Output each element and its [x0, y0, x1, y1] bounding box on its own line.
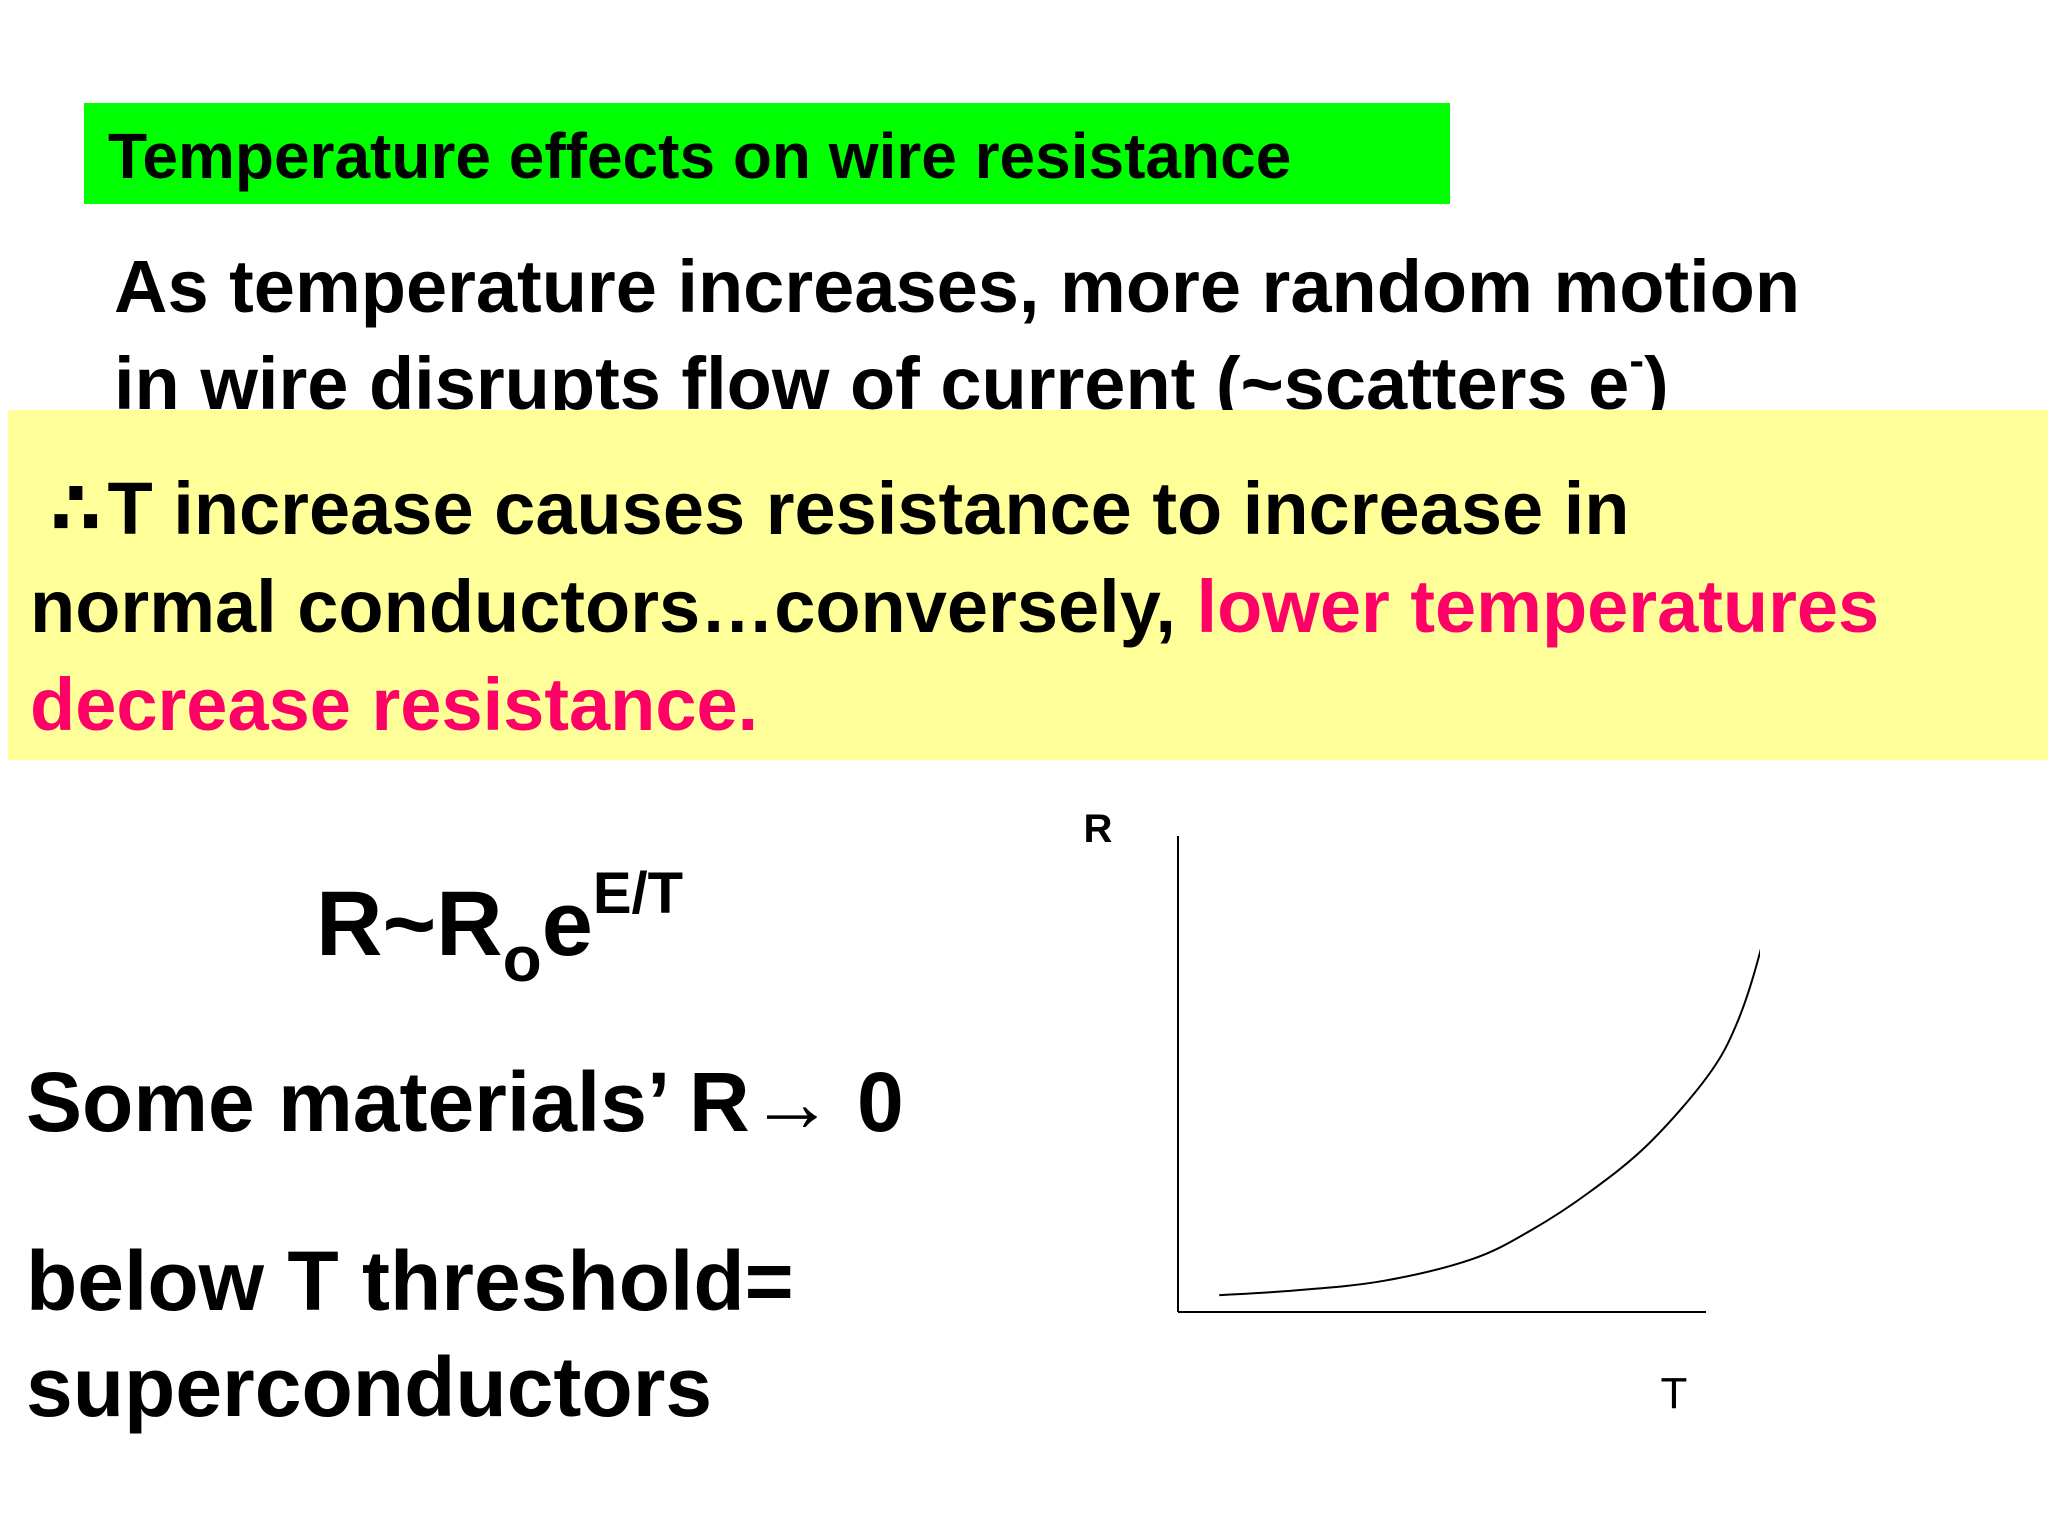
superconductor-statement: below T threshold= superconductors: [26, 1228, 794, 1440]
conclusion-line-2-black: normal conductors…conversely,: [30, 565, 1197, 648]
intro-text: As temperature increases, more random mo…: [114, 238, 1800, 432]
x-axis-label: T: [1661, 1369, 1688, 1418]
threshold-line-2: superconductors: [26, 1340, 713, 1434]
equation-e: e: [541, 873, 593, 975]
resistance-temperature-chart: R T: [1084, 807, 1760, 1418]
conclusion-line-3: decrease resistance.: [30, 663, 759, 746]
y-axis-label: R: [1084, 807, 1113, 851]
materials-value: 0: [833, 1055, 904, 1149]
right-arrow-icon: →: [749, 1055, 834, 1149]
conclusion-highlight-box: ∴T increase causes resistance to increas…: [8, 410, 2048, 760]
resistance-curve: [1219, 948, 1760, 1297]
slide-title: Temperature effects on wire resistance: [108, 120, 1292, 192]
conclusion-line-1: ∴T increase causes resistance to increas…: [30, 460, 1879, 558]
materials-statement: Some materials’ R→ 0: [26, 1060, 904, 1144]
resistance-equation: R~RoeE/T: [316, 865, 683, 992]
conclusion-text: ∴T increase causes resistance to increas…: [30, 460, 1879, 754]
equation-base: R~R: [316, 873, 503, 975]
equation-subscript: o: [502, 923, 542, 995]
materials-text: Some materials’ R: [26, 1055, 750, 1149]
title-banner: Temperature effects on wire resistance: [84, 103, 1450, 204]
conclusion-line-2-red: lower temperatures: [1196, 565, 1880, 648]
therefore-symbol: ∴: [50, 467, 102, 550]
conclusion-line-2: normal conductors…conversely, lower temp…: [30, 558, 1879, 656]
intro-line-1: As temperature increases, more random mo…: [114, 245, 1801, 328]
electron-charge-superscript: -: [1629, 336, 1644, 385]
threshold-line-1: below T threshold=: [26, 1234, 794, 1328]
equation-exponent: E/T: [592, 861, 684, 926]
conclusion-line-1-text: T increase causes resistance to increase…: [107, 467, 1630, 550]
